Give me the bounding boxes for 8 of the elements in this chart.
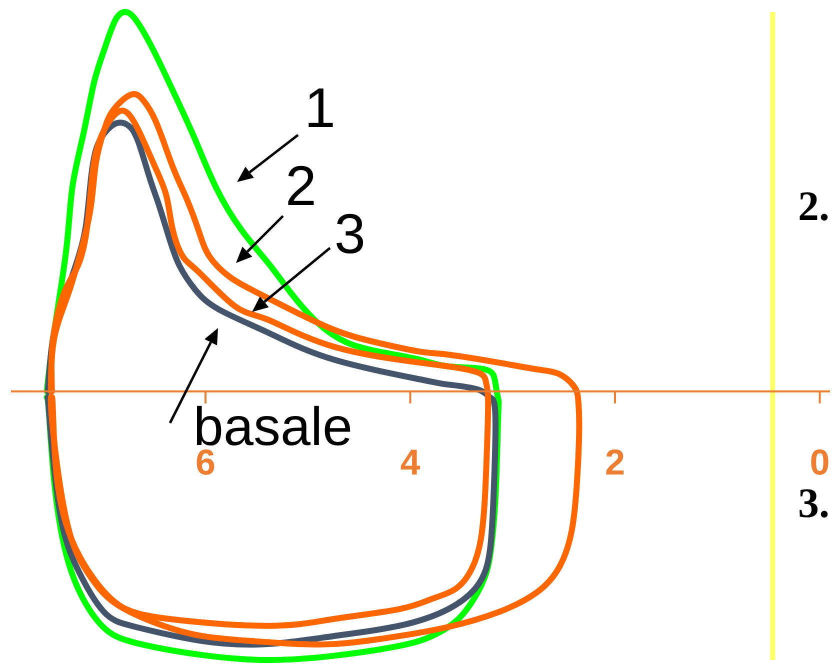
x-tick-label: 4 <box>400 441 420 482</box>
annotation: 3. <box>798 481 830 527</box>
annotation: 2. <box>798 184 830 230</box>
x-tick-label: 0 <box>810 441 830 482</box>
annotation: 1 <box>304 76 336 139</box>
annotation: 2 <box>285 154 317 217</box>
x-tick-label: 2 <box>604 441 626 482</box>
annotation: 3 <box>334 202 366 265</box>
